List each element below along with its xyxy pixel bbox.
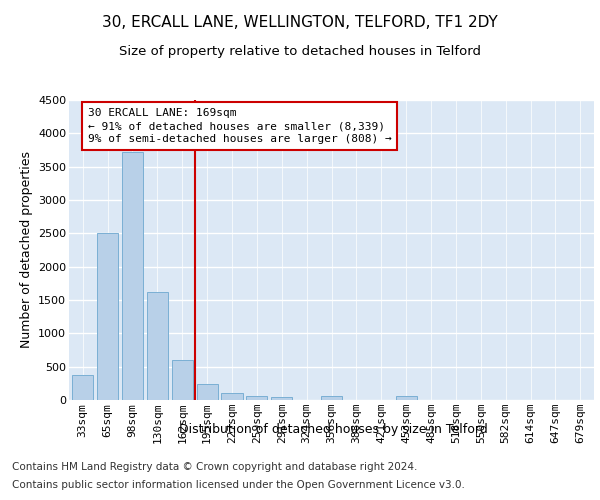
Bar bbox=[395, 396, 417, 400]
Bar bbox=[221, 392, 242, 400]
Text: Size of property relative to detached houses in Telford: Size of property relative to detached ho… bbox=[119, 45, 481, 58]
Bar bbox=[97, 234, 118, 400]
Bar bbox=[122, 152, 143, 400]
Text: 30, ERCALL LANE, WELLINGTON, TELFORD, TF1 2DY: 30, ERCALL LANE, WELLINGTON, TELFORD, TF… bbox=[102, 15, 498, 30]
Bar bbox=[197, 384, 218, 400]
Text: 30 ERCALL LANE: 169sqm
← 91% of detached houses are smaller (8,339)
9% of semi-d: 30 ERCALL LANE: 169sqm ← 91% of detached… bbox=[88, 108, 391, 144]
Text: Contains public sector information licensed under the Open Government Licence v3: Contains public sector information licen… bbox=[12, 480, 465, 490]
Text: Distribution of detached houses by size in Telford: Distribution of detached houses by size … bbox=[179, 422, 487, 436]
Bar bbox=[147, 292, 168, 400]
Y-axis label: Number of detached properties: Number of detached properties bbox=[20, 152, 32, 348]
Bar bbox=[72, 375, 93, 400]
Bar bbox=[321, 396, 342, 400]
Bar bbox=[246, 396, 268, 400]
Text: Contains HM Land Registry data © Crown copyright and database right 2024.: Contains HM Land Registry data © Crown c… bbox=[12, 462, 418, 472]
Bar bbox=[271, 397, 292, 400]
Bar bbox=[172, 360, 193, 400]
